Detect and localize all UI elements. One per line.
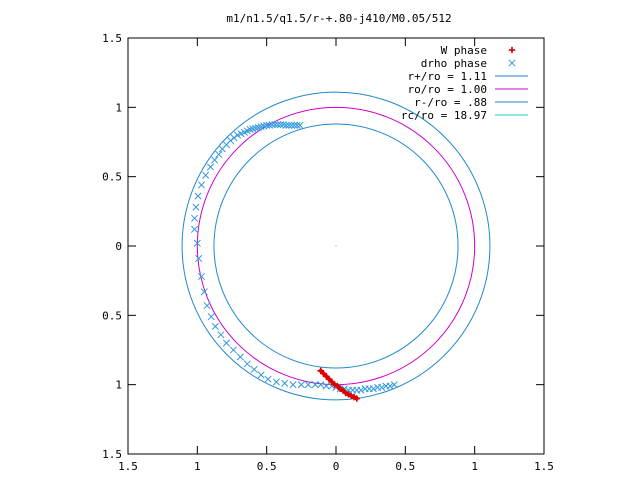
y-tick-label: 1 xyxy=(115,379,122,392)
drho-phase-point xyxy=(229,346,237,354)
drho-phase-point xyxy=(386,382,394,390)
drho-phase-point xyxy=(390,381,398,389)
y-tick-label: 0.5 xyxy=(102,171,122,184)
drho-phase-point xyxy=(290,121,298,129)
y-tick-label: 0.5 xyxy=(102,309,122,322)
drho-phase-point xyxy=(197,272,206,281)
drho-phase-point xyxy=(271,121,279,129)
drho-phase-point xyxy=(192,203,200,211)
circle-curve xyxy=(181,91,491,401)
drho-phase-point xyxy=(281,379,289,387)
y-tick-label: 1.5 xyxy=(102,448,122,461)
drho-phase-point xyxy=(211,156,219,164)
drho-phase-point xyxy=(194,192,202,200)
y-axis: 1.5 1 0.5 0 0.5 1 1.5 xyxy=(102,32,544,461)
legend-marker xyxy=(508,59,516,67)
drho-phase-point xyxy=(257,371,265,379)
drho-phase-point xyxy=(206,163,215,171)
center-point xyxy=(335,245,337,247)
y-tick-label: 1 xyxy=(115,101,122,114)
y-tick-label: 0 xyxy=(115,240,122,253)
drho-phase-point xyxy=(215,150,223,159)
drho-phase-point xyxy=(203,302,211,310)
drho-phase-point xyxy=(200,288,208,296)
drho-phase-point xyxy=(191,225,199,233)
drho-phase-point xyxy=(264,375,272,383)
x-tick-label: 1 xyxy=(471,460,478,473)
drho-phase-point xyxy=(246,125,254,134)
drho-phase-point xyxy=(289,381,297,389)
y-tick-label: 1.5 xyxy=(102,32,122,45)
legend-label: ro/ro = 1.00 xyxy=(408,83,487,96)
legend-label: drho phase xyxy=(421,57,487,70)
drho-phase-point xyxy=(357,386,365,394)
legend-label: rc/ro = 18.97 xyxy=(401,109,487,122)
legend-label: r-/ro = .88 xyxy=(414,96,487,109)
drho-phase-point xyxy=(197,181,206,189)
legend-marker xyxy=(508,46,516,54)
x-tick-label: 1.5 xyxy=(118,460,138,473)
drho-phase-point xyxy=(254,123,262,131)
drho-phase-point xyxy=(202,171,210,179)
drho-phase-point xyxy=(195,254,203,263)
drho-phase-point xyxy=(268,121,276,129)
drho-phase-point xyxy=(296,121,304,129)
x-tick-label: 1.5 xyxy=(534,460,554,473)
drho-phase-point xyxy=(272,378,280,386)
drho-phase-point xyxy=(249,125,257,133)
drho-phase-point xyxy=(304,381,312,389)
w-phase-trace xyxy=(318,368,359,401)
drho-phase-point xyxy=(222,339,231,347)
drho-phase-point xyxy=(217,331,225,339)
drho-phase-point xyxy=(378,383,386,391)
drho-phase-point xyxy=(191,214,199,222)
drho-phase-point xyxy=(288,121,296,129)
drho-phase-point xyxy=(293,121,301,129)
legend-label: r+/ro = 1.11 xyxy=(408,70,487,83)
x-tick-label: 0.5 xyxy=(395,460,415,473)
drho-phase-point xyxy=(297,381,305,389)
drho-phase-point xyxy=(211,322,219,330)
x-tick-label: 1 xyxy=(194,460,201,473)
circle-curve xyxy=(213,123,459,369)
drho-phase-point xyxy=(282,121,290,129)
drho-phase-point xyxy=(274,121,282,129)
drho-phase-point xyxy=(236,353,244,361)
legend-label: W phase xyxy=(441,44,487,57)
drho-phase-point xyxy=(250,365,258,373)
drho-phase-point xyxy=(257,123,265,131)
drho-phase-point xyxy=(252,124,260,132)
drho-phase-point xyxy=(193,239,201,247)
drho-phase-point xyxy=(243,360,251,368)
drho-phase-point xyxy=(317,381,325,389)
drho-phase-point xyxy=(369,385,377,393)
x-axis: 1.5 1 0.5 0 0.5 1 1.5 xyxy=(118,38,554,473)
x-tick-label: 0 xyxy=(333,460,340,473)
drho-phase-point xyxy=(311,381,319,389)
x-tick-label: 0.5 xyxy=(257,460,277,473)
drho-phase-point xyxy=(322,382,330,390)
chart-title: m1/n1.5/q1.5/r-+.80-j410/M0.05/512 xyxy=(226,12,451,25)
drho-phase-point xyxy=(207,313,215,321)
drho-phase-point xyxy=(285,121,293,129)
markers-layer xyxy=(191,121,398,402)
